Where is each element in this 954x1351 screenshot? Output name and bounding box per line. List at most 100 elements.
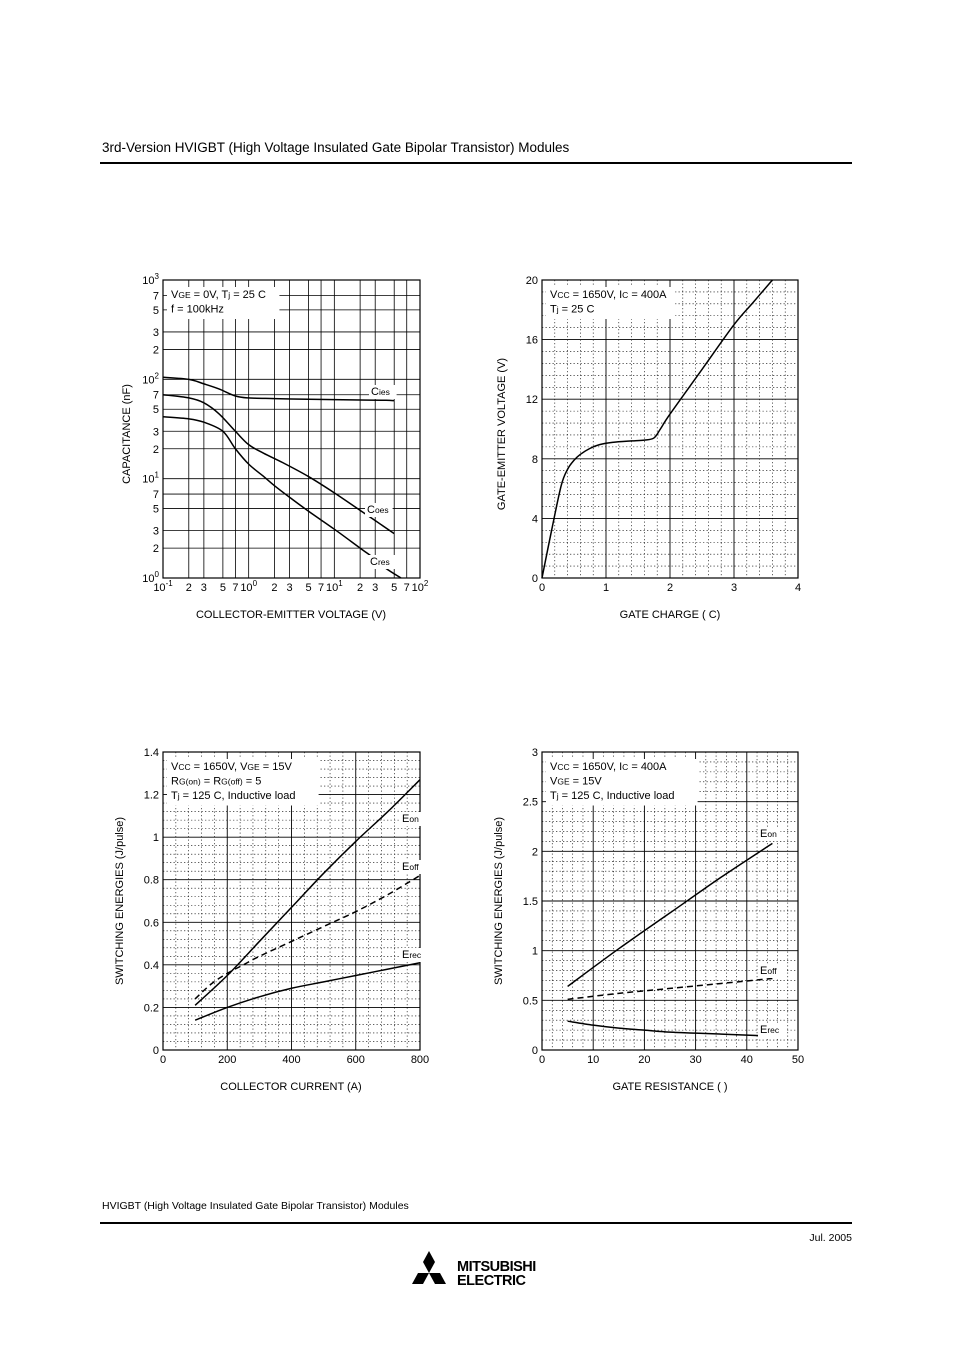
x-tick-label: 5 <box>391 582 397 594</box>
x-tick-label: 5 <box>305 582 311 594</box>
brand-line-1: MITSUBISHI <box>457 1259 536 1275</box>
series-label-ies: Cies <box>371 386 390 398</box>
chart-annotation: VCC = 1650V, VGE = 15V <box>171 761 292 773</box>
series-label-rec: Erec <box>760 1024 780 1036</box>
y-tick-label: 2 <box>153 543 159 555</box>
y-tick-label: 7 <box>153 390 159 402</box>
y-tick-label: 8 <box>532 454 538 466</box>
plot-frame <box>541 279 799 579</box>
series-line-0 <box>541 279 773 579</box>
y-tick-label: 1 <box>532 946 538 958</box>
y-tick-label: 2 <box>153 444 159 456</box>
footer-date: Jul. 2005 <box>809 1232 852 1244</box>
y-axis-label: SWITCHING ENERGIES (J/pulse) <box>114 817 126 985</box>
y-tick-label: 100 <box>142 570 159 585</box>
series-label-on: Eon <box>402 813 419 825</box>
x-tick-label: 7 <box>232 582 238 594</box>
series-label-bg <box>758 964 786 978</box>
y-tick-label: 4 <box>532 513 538 525</box>
y-tick-label: 103 <box>142 272 159 287</box>
x-tick-label: 4 <box>795 582 801 594</box>
chart-annotation: VCC = 1650V, IC = 400A <box>550 761 667 773</box>
x-tick-label: 600 <box>347 1054 365 1066</box>
y-tick-label: 3 <box>153 327 159 339</box>
y-tick-label: 5 <box>153 404 159 416</box>
chart-annotation: VCC = 1650V, IC = 400A <box>550 289 667 301</box>
y-tick-label: 20 <box>526 275 538 287</box>
x-tick-label: 2 <box>271 582 277 594</box>
x-tick-label: 3 <box>731 582 737 594</box>
y-tick-label: 0 <box>532 573 538 585</box>
x-tick-label: 0 <box>160 1054 166 1066</box>
y-axis-label: CAPACITANCE (nF) <box>121 384 133 484</box>
y-tick-label: 5 <box>153 305 159 317</box>
chart-annotation: Tj = 125 C, Inductive load <box>171 790 296 802</box>
y-tick-label: 0.4 <box>144 960 159 972</box>
y-tick-label: 5 <box>153 504 159 516</box>
x-tick-label: 10 <box>587 1054 599 1066</box>
series-line-off <box>567 977 773 1001</box>
x-tick-label: 3 <box>372 582 378 594</box>
series-label-oes: Coes <box>367 504 389 516</box>
y-tick-label: 1 <box>153 832 159 844</box>
mitsubishi-logo-icon <box>412 1251 446 1284</box>
y-tick-label: 0 <box>153 1045 159 1057</box>
x-axis-label: COLLECTOR-EMITTER VOLTAGE (V) <box>196 609 386 621</box>
x-tick-label: 3 <box>286 582 292 594</box>
x-tick-label: 50 <box>792 1054 804 1066</box>
x-tick-label: 100 <box>240 579 257 594</box>
x-axis-label: GATE RESISTANCE ( ) <box>612 1081 727 1093</box>
series-line-rec <box>567 1020 773 1037</box>
y-tick-label: 12 <box>526 394 538 406</box>
x-tick-label: 40 <box>741 1054 753 1066</box>
series-label-bg <box>365 503 393 517</box>
y-tick-label: 2.5 <box>523 797 538 809</box>
x-axis-label: GATE CHARGE ( C) <box>620 609 721 621</box>
chart-annotation: RG(on) = RG(off) = 5 <box>171 776 261 788</box>
y-tick-label: 102 <box>142 371 159 386</box>
series-label-off: Eoff <box>402 861 419 873</box>
y-tick-label: 7 <box>153 290 159 302</box>
page-header-title: 3rd-Version HVIGBT (High Voltage Insulat… <box>102 140 570 155</box>
x-tick-label: 5 <box>220 582 226 594</box>
series-label-off: Eoff <box>760 965 777 977</box>
y-tick-label: 1.4 <box>144 747 159 759</box>
x-tick-label: 1 <box>603 582 609 594</box>
annotation-box <box>167 287 280 319</box>
x-tick-label: 200 <box>218 1054 236 1066</box>
chart-annotation: Tj = 25 C <box>550 304 594 316</box>
series-line-off <box>194 874 421 1000</box>
y-tick-label: 0 <box>532 1045 538 1057</box>
y-tick-label: 1.5 <box>523 896 538 908</box>
series-line-rec <box>194 961 421 1021</box>
y-tick-label: 3 <box>153 526 159 538</box>
x-tick-label: 3 <box>201 582 207 594</box>
chart-annotation: Tj = 125 C, Inductive load <box>550 790 675 802</box>
footer-rule <box>100 1222 852 1224</box>
y-tick-label: 2 <box>532 846 538 858</box>
y-tick-label: 0.6 <box>144 917 159 929</box>
series-label-bg <box>368 555 396 569</box>
series-label-rec: Erec <box>402 949 422 961</box>
series-line-oes <box>162 393 395 535</box>
x-tick-label: 101 <box>326 579 343 594</box>
y-tick-label: 1.2 <box>144 790 159 802</box>
series-label-bg <box>400 948 428 962</box>
plot-frame <box>162 751 421 1051</box>
plot-frame <box>541 751 799 1051</box>
series-label-on: Eon <box>760 828 777 840</box>
series-line-on <box>194 779 421 1006</box>
y-tick-label: 0.5 <box>523 995 538 1007</box>
series-label-bg <box>758 1023 786 1037</box>
annotation-box <box>546 287 676 319</box>
series-line-ies <box>162 376 395 402</box>
chart-annotation: f = 100kHz <box>171 304 224 316</box>
series-label-bg <box>758 827 781 841</box>
x-tick-label: 102 <box>412 579 429 594</box>
x-tick-label: 10-1 <box>153 579 173 594</box>
x-tick-label: 7 <box>318 582 324 594</box>
x-tick-label: 800 <box>411 1054 429 1066</box>
y-tick-label: 101 <box>142 471 159 486</box>
